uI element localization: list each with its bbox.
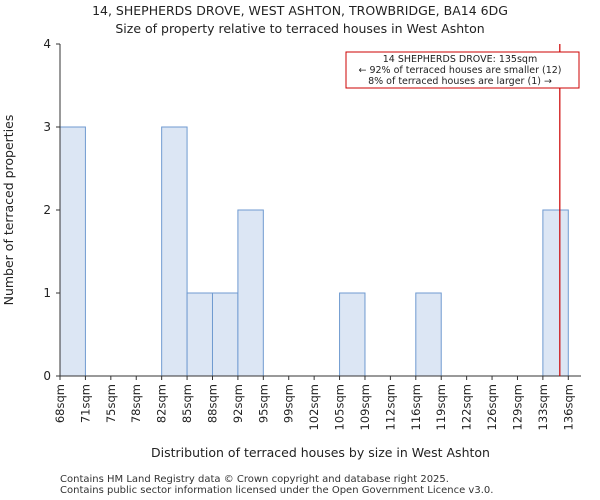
x-tick-label: 75sqm: [104, 384, 118, 423]
bar-88sqm: [211, 292, 239, 377]
x-tick-label: 71sqm: [78, 384, 92, 423]
y-axis-label: Number of terraced properties: [1, 115, 16, 306]
bar-116sqm: [415, 292, 442, 377]
footer-licence: Contains public sector information licen…: [60, 485, 494, 496]
x-tick-label: 112sqm: [383, 384, 397, 430]
x-tick-label: 82sqm: [155, 384, 169, 423]
x-tick-label: 85sqm: [180, 384, 194, 423]
x-tick-label: 126sqm: [485, 384, 499, 430]
x-tick-label: 109sqm: [358, 384, 372, 430]
axes-group: [59, 44, 581, 377]
histogram-chart: 0 1 2 3 4 68sqm 71sqm 75sqm 78sqm 82sqm 85sqm 88sqm…: [1, 37, 581, 460]
x-tick-label: 68sqm: [53, 384, 67, 423]
x-tick-label: 136sqm: [561, 384, 575, 430]
annotation-line-1: 14 SHEPHERDS DROVE: 135sqm: [383, 54, 537, 65]
footer-copyright: Contains HM Land Registry data © Crown c…: [60, 474, 449, 485]
bar-92sqm: [237, 209, 264, 377]
x-axis-label: Distribution of terraced houses by size …: [151, 445, 490, 460]
annotation-line-2: ← 92% of terraced houses are smaller (12…: [358, 65, 561, 76]
y-tick-label: 1: [43, 286, 51, 300]
x-tick-label: 78sqm: [129, 384, 143, 423]
bar-68sqm: [59, 126, 86, 377]
x-tick-label: 116sqm: [409, 384, 423, 430]
ticks-group: 0 1 2 3 4 68sqm 71sqm 75sqm 78sqm 82sqm 85sqm 88sqm…: [43, 37, 575, 430]
chart-subtitle: Size of property relative to terraced ho…: [115, 21, 485, 36]
x-tick-label: 129sqm: [510, 384, 524, 430]
x-tick-label: 99sqm: [282, 384, 296, 423]
bars-group: [59, 126, 569, 377]
x-tick-label: 122sqm: [460, 384, 474, 430]
y-tick-label: 2: [43, 203, 51, 217]
y-tick-label: 3: [43, 120, 51, 134]
bar-133sqm: [542, 209, 569, 377]
y-tick-label: 0: [43, 369, 51, 383]
x-tick-label: 88sqm: [205, 384, 219, 423]
x-tick-label: 105sqm: [333, 384, 347, 430]
x-tick-label: 95sqm: [256, 384, 270, 423]
x-tick-label: 133sqm: [536, 384, 550, 430]
bar-82sqm: [161, 126, 188, 377]
x-tick-label: 119sqm: [434, 384, 448, 430]
annotation-box: [345, 51, 580, 89]
x-tick-label: 92sqm: [231, 384, 245, 423]
bar-105sqm: [339, 292, 366, 377]
chart-title: 14, SHEPHERDS DROVE, WEST ASHTON, TROWBR…: [92, 3, 508, 18]
x-tick-label: 102sqm: [307, 384, 321, 430]
annotation-line-3: 8% of terraced houses are larger (1) →: [368, 76, 552, 87]
y-tick-label: 4: [43, 37, 51, 51]
bar-85sqm: [186, 292, 213, 377]
